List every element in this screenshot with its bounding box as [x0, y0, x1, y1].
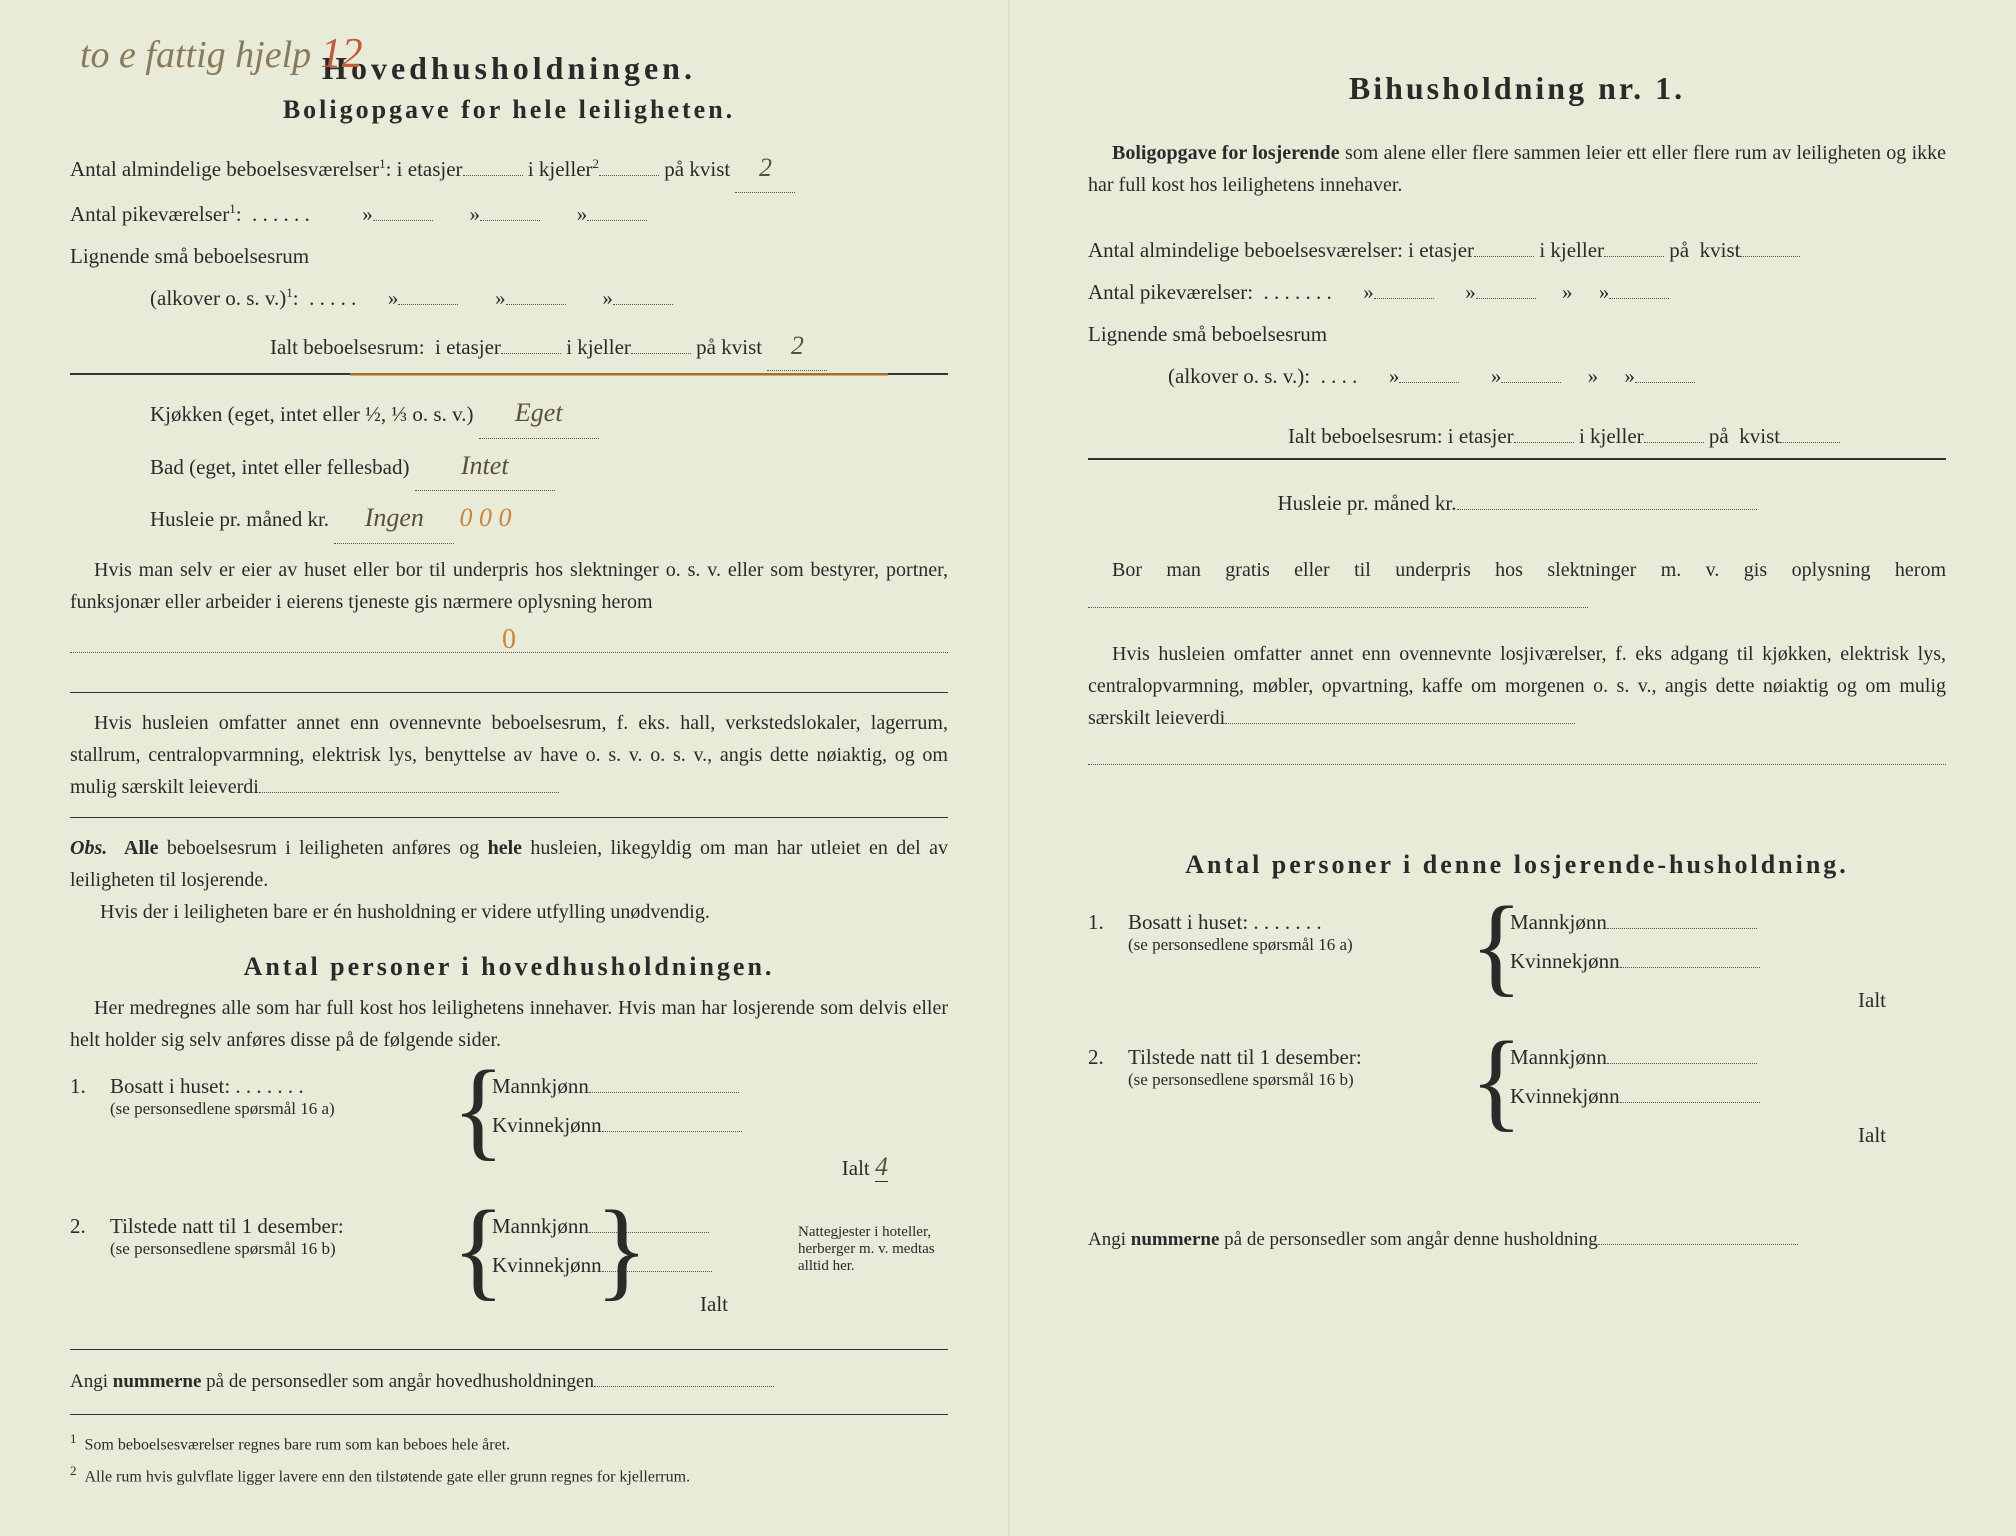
- divider: [70, 817, 948, 818]
- r-husleie: Husleie pr. måned kr.: [1088, 484, 1946, 524]
- r-question-1: 1. Bosatt i huset: . . . . . . . (se per…: [1088, 910, 1946, 1027]
- row-pike: Antal pikeværelser1: . . . . . . » » »: [70, 195, 948, 235]
- divider: [70, 1349, 948, 1350]
- row-bad: Bad (eget, intet eller fellesbad) Intet: [70, 441, 948, 491]
- r-personer-title: Antal personer i denne losjerende-hushol…: [1088, 850, 1946, 880]
- para-eier: Hvis man selv er eier av huset eller bor…: [70, 554, 948, 618]
- personer-intro: Her medregnes alle som har full kost hos…: [70, 992, 948, 1056]
- kvist-value: 2: [735, 143, 795, 193]
- handwriting-annotation: to e fattig hjelp 12: [80, 30, 363, 78]
- row-beboelse: Antal almindelige beboelsesværelser1: i …: [70, 143, 948, 193]
- footnote-2: 2 Alle rum hvis gulvflate ligger lavere …: [70, 1461, 948, 1489]
- r-row3b: (alkover o. s. v.): . . . . » » » »: [1088, 357, 1946, 397]
- r-ialt: Ialt beboelsesrum: i etasjer i kjeller p…: [1088, 417, 1946, 461]
- orange-underline: [350, 373, 888, 376]
- angi-line: Angi nummerne på de personsedler som ang…: [70, 1364, 948, 1400]
- right-title: Bihusholdning nr. 1.: [1088, 70, 1946, 107]
- r-row2: Antal pikeværelser: . . . . . . . » » » …: [1088, 273, 1946, 313]
- row-lignende: Lignende små beboelsesrum: [70, 237, 948, 277]
- para-husleie: Hvis husleien omfatter annet enn ovennev…: [70, 707, 948, 803]
- personer-title: Antal personer i hovedhusholdningen.: [70, 952, 948, 982]
- row-alkover: (alkover o. s. v.)1: . . . . . » » »: [70, 279, 948, 319]
- footnote-1: 1 Som beboelsesværelser regnes bare rum …: [70, 1429, 948, 1457]
- question-2: 2. Tilstede natt til 1 desember: (se per…: [70, 1214, 948, 1331]
- right-page: Bihusholdning nr. 1. Boligopgave for los…: [1008, 0, 2016, 1536]
- left-page: to e fattig hjelp 12 Hovedhusholdningen.…: [0, 0, 1008, 1536]
- r-para1: Bor man gratis eller til underpris hos s…: [1088, 554, 1946, 618]
- divider: [70, 692, 948, 693]
- right-intro: Boligopgave for losjerende som alene ell…: [1088, 137, 1946, 201]
- question-1: 1. Bosatt i huset: . . . . . . . (se per…: [70, 1074, 948, 1196]
- row-ialt: Ialt beboelsesrum: i etasjer i kjeller p…: [70, 321, 948, 375]
- r-row1: Antal almindelige beboelsesværelser: i e…: [1088, 231, 1946, 271]
- r-row3: Lignende små beboelsesrum: [1088, 315, 1946, 355]
- r-angi: Angi nummerne på de personsedler som ang…: [1088, 1222, 1946, 1258]
- r-para2: Hvis husleien omfatter annet enn ovennev…: [1088, 638, 1946, 734]
- row-kjokken: Kjøkken (eget, intet eller ½, ⅓ o. s. v.…: [70, 388, 948, 438]
- row-husleie: Husleie pr. måned kr. Ingen 0 0 0: [70, 493, 948, 543]
- subtitle: Boligopgave for hele leiligheten.: [70, 95, 948, 125]
- obs-block: Obs. Alle beboelsesrum i leiligheten anf…: [70, 832, 948, 928]
- divider: [70, 1414, 948, 1415]
- r-question-2: 2. Tilstede natt til 1 desember: (se per…: [1088, 1045, 1946, 1162]
